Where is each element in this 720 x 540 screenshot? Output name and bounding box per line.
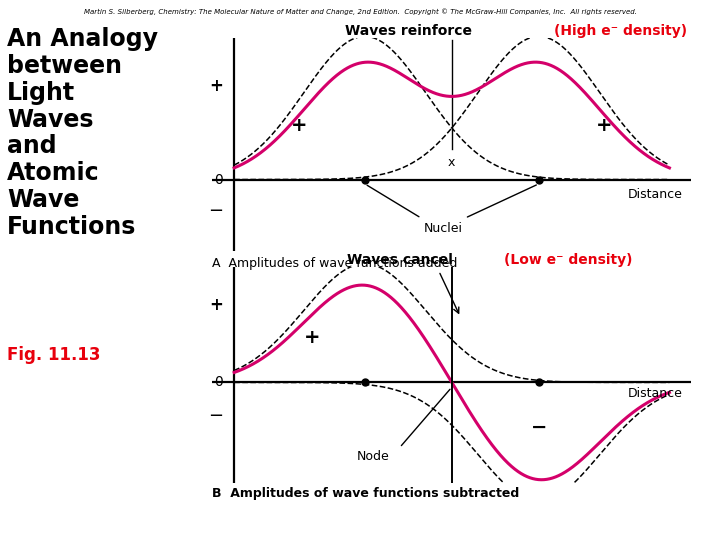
Text: +: + [305,328,321,347]
Text: −: − [531,418,547,437]
Text: (Low e⁻ density): (Low e⁻ density) [504,253,633,267]
Text: Waves cancel: Waves cancel [346,253,452,267]
Text: Martin S. Silberberg, Chemistry: The Molecular Nature of Matter and Change, 2nd : Martin S. Silberberg, Chemistry: The Mol… [84,8,636,15]
Text: A  Amplitudes of wave functions added: A Amplitudes of wave functions added [212,256,458,269]
Text: x: x [448,156,456,169]
Text: +: + [210,77,223,96]
Text: +: + [596,116,613,134]
Text: Distance: Distance [628,188,683,201]
Text: B  Amplitudes of wave functions subtracted: B Amplitudes of wave functions subtracte… [212,487,520,500]
Text: Node: Node [357,450,390,463]
Text: Fig. 11.13: Fig. 11.13 [7,346,101,363]
Text: An Analogy
between
Light
Waves
and
Atomic
Wave
Functions: An Analogy between Light Waves and Atomi… [7,27,158,239]
Text: 0: 0 [215,375,223,389]
Text: (High e⁻ density): (High e⁻ density) [554,24,687,38]
Text: +: + [291,116,307,134]
Text: Nuclei: Nuclei [423,222,462,235]
Text: Waves reinforce: Waves reinforce [345,24,472,38]
Text: 0: 0 [215,172,223,186]
Text: −: − [208,202,223,220]
Text: −: − [208,407,223,424]
Text: +: + [210,296,223,314]
Text: Distance: Distance [628,387,683,400]
